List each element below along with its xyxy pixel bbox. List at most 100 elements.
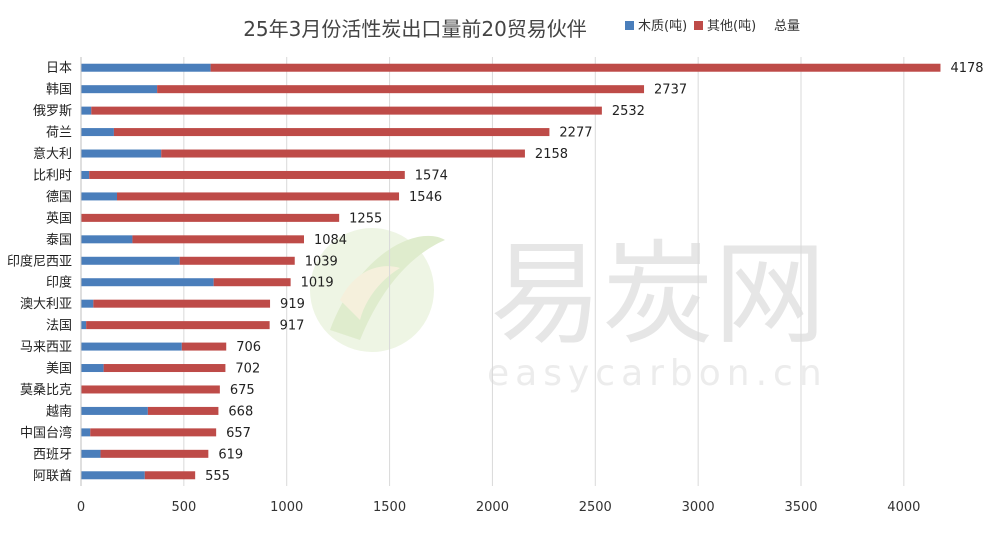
- bar-other: [132, 235, 304, 244]
- bar-other: [161, 149, 525, 158]
- bar-other: [144, 471, 196, 480]
- total-label: 1546: [409, 190, 442, 205]
- bar-wood: [81, 471, 145, 480]
- x-tick-label: 4000: [887, 500, 920, 515]
- total-label: 4178: [950, 61, 983, 76]
- bar-other: [147, 406, 219, 415]
- total-label: 2277: [559, 126, 592, 141]
- category-label: 泰国: [46, 233, 72, 248]
- bar-other: [81, 213, 340, 222]
- watermark-logo: [310, 228, 445, 352]
- watermark-brand: 易炭网: [490, 230, 826, 360]
- bar-wood: [81, 63, 211, 72]
- total-label: 555: [205, 469, 230, 484]
- bar-other: [210, 63, 941, 72]
- category-label: 日本: [46, 61, 72, 76]
- bar-other: [103, 364, 226, 373]
- total-label: 675: [230, 383, 255, 398]
- bar-wood: [81, 106, 92, 115]
- legend-swatch-wood: [625, 21, 634, 30]
- category-label: 莫桑比克: [20, 383, 72, 398]
- bars: [81, 63, 941, 480]
- x-tick-label: 3000: [682, 500, 715, 515]
- total-label: 1039: [305, 254, 338, 269]
- bar-other: [157, 85, 645, 94]
- x-tick-label: 2500: [579, 500, 612, 515]
- x-tick-label: 0: [77, 500, 85, 515]
- bar-wood: [81, 278, 214, 287]
- bar-other: [113, 128, 550, 137]
- bar-other: [89, 170, 405, 179]
- bar-wood: [81, 364, 104, 373]
- category-label: 阿联酋: [33, 468, 72, 484]
- x-tick-label: 2000: [476, 500, 509, 515]
- bar-wood: [81, 428, 91, 437]
- legend-label-other: 其他(吨): [707, 19, 756, 34]
- total-label: 917: [280, 319, 305, 334]
- legend-label-total: 总量: [774, 19, 800, 34]
- bar-wood: [81, 406, 148, 415]
- category-label: 比利时: [33, 168, 72, 183]
- total-label: 668: [228, 404, 253, 419]
- legend-label-wood: 木质(吨): [638, 19, 687, 34]
- bar-other: [179, 256, 295, 265]
- category-label: 荷兰: [46, 126, 72, 141]
- category-labels: 日本韩国俄罗斯荷兰意大利比利时德国英国泰国印度尼西亚印度澳大利亚法国马来西亚美国…: [7, 61, 72, 484]
- bar-wood: [81, 149, 162, 158]
- watermark: 易炭网 easycarbon.cn: [310, 228, 828, 394]
- bar-wood: [81, 85, 158, 94]
- total-label: 706: [236, 340, 261, 355]
- category-label: 澳大利亚: [20, 296, 72, 312]
- bar-wood: [81, 321, 87, 330]
- total-label: 1255: [349, 211, 382, 226]
- x-tick-label: 1000: [270, 500, 303, 515]
- total-label: 919: [280, 297, 305, 312]
- total-label: 619: [218, 447, 243, 462]
- x-tick-label: 3500: [784, 500, 817, 515]
- total-label: 1019: [301, 276, 334, 291]
- bar-wood: [81, 299, 94, 308]
- category-label: 韩国: [46, 83, 72, 98]
- category-label: 法国: [46, 319, 72, 334]
- bar-other: [90, 428, 217, 437]
- total-label: 1574: [415, 168, 448, 183]
- category-label: 意大利: [33, 146, 72, 162]
- x-tick-label: 1500: [373, 500, 406, 515]
- category-label: 马来西亚: [20, 340, 72, 355]
- watermark-url: easycarbon.cn: [487, 353, 828, 394]
- bar-other: [100, 449, 209, 458]
- category-label: 德国: [46, 190, 72, 205]
- bar-other: [117, 192, 400, 201]
- legend-swatch-other: [694, 21, 703, 30]
- bar-wood: [81, 128, 114, 137]
- category-label: 美国: [46, 362, 72, 377]
- bar-wood: [81, 256, 180, 265]
- chart-title: 25年3月份活性炭出口量前20贸易伙伴: [243, 17, 587, 41]
- total-label: 2532: [612, 104, 645, 119]
- bar-other: [181, 342, 227, 351]
- bar-other: [213, 278, 291, 287]
- bar-other: [81, 385, 220, 394]
- x-tick-labels: 0 500 1000 1500 2000 2500 3000 3500 4000: [77, 500, 921, 515]
- category-label: 英国: [46, 211, 72, 226]
- bar-wood: [81, 449, 101, 458]
- bar-wood: [81, 170, 90, 179]
- total-label: 657: [226, 426, 251, 441]
- bar-other: [86, 321, 270, 330]
- bar-wood: [81, 342, 182, 351]
- category-label: 中国台湾: [20, 425, 72, 441]
- category-label: 印度: [46, 275, 72, 291]
- category-label: 越南: [46, 403, 72, 419]
- total-label: 702: [235, 362, 260, 377]
- total-label: 1084: [314, 233, 347, 248]
- legend: 木质(吨) 其他(吨) 总量: [625, 19, 800, 34]
- bar-wood: [81, 235, 133, 244]
- category-label: 印度尼西亚: [7, 253, 72, 269]
- bar-wood: [81, 192, 117, 201]
- category-label: 俄罗斯: [33, 104, 72, 119]
- bar-other: [91, 106, 602, 115]
- total-label: 2737: [654, 83, 687, 98]
- total-label: 2158: [535, 147, 568, 162]
